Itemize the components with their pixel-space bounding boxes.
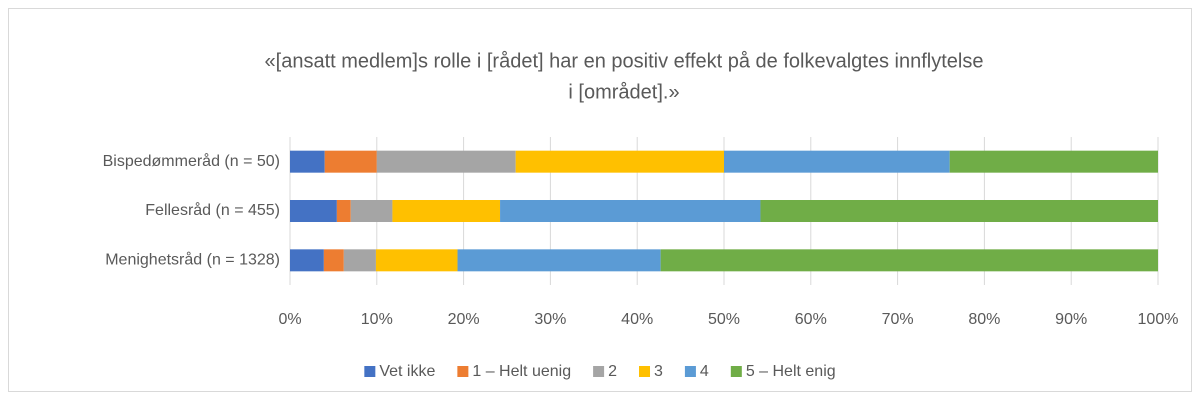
bar-segment — [290, 200, 337, 222]
x-tick-label: 80% — [968, 311, 1000, 328]
legend-label: Vet ikke — [379, 363, 435, 380]
bar-segment — [457, 249, 661, 272]
legend-swatch — [730, 366, 742, 377]
chart-title: i [området].» — [568, 81, 679, 103]
bar-segment — [324, 150, 377, 173]
legend-label: 3 — [654, 363, 663, 380]
x-tick-label: 30% — [534, 311, 566, 328]
x-tick-label: 70% — [882, 311, 914, 328]
bar-segment — [515, 150, 724, 173]
legend-swatch — [639, 366, 651, 377]
y-tick-label: Bispedømmeråd (n = 50) — [103, 152, 280, 170]
bar-segment — [660, 249, 1158, 272]
bar-segment — [376, 150, 516, 173]
bar-segment — [290, 249, 324, 272]
bar-segment — [375, 249, 458, 272]
bar-segment — [392, 200, 501, 222]
legend-label: 2 — [608, 363, 617, 380]
bar-segment — [343, 249, 376, 272]
legend-swatch — [593, 366, 605, 377]
legend-swatch — [457, 366, 469, 377]
x-tick-label: 10% — [361, 311, 393, 328]
legend-label: 1 – Helt uenig — [472, 363, 571, 380]
bar-segment — [500, 200, 761, 222]
bar-segment — [949, 150, 1158, 173]
bar-segment — [323, 249, 344, 272]
x-tick-label: 0% — [278, 311, 301, 328]
chart-title: «[ansatt medlem]s rolle i [rådet] har en… — [265, 50, 984, 72]
y-tick-label: Menighetsråd (n = 1328) — [105, 251, 280, 269]
bar-segment — [350, 200, 393, 222]
bar-segment — [724, 150, 950, 173]
legend-swatch — [684, 366, 696, 377]
x-tick-label: 20% — [448, 311, 480, 328]
legend-label: 5 – Helt enig — [746, 363, 836, 380]
y-tick-label: Fellesråd (n = 455) — [145, 201, 280, 219]
legend-label: 4 — [700, 363, 709, 380]
bar-segment — [336, 200, 351, 222]
x-tick-label: 60% — [795, 311, 827, 328]
bar-segment — [290, 150, 325, 173]
x-tick-label: 100% — [1138, 311, 1179, 328]
x-tick-label: 90% — [1055, 311, 1087, 328]
legend-swatch — [364, 366, 376, 377]
x-tick-label: 40% — [621, 311, 653, 328]
bar-segment — [760, 200, 1158, 222]
x-tick-label: 50% — [708, 311, 740, 328]
